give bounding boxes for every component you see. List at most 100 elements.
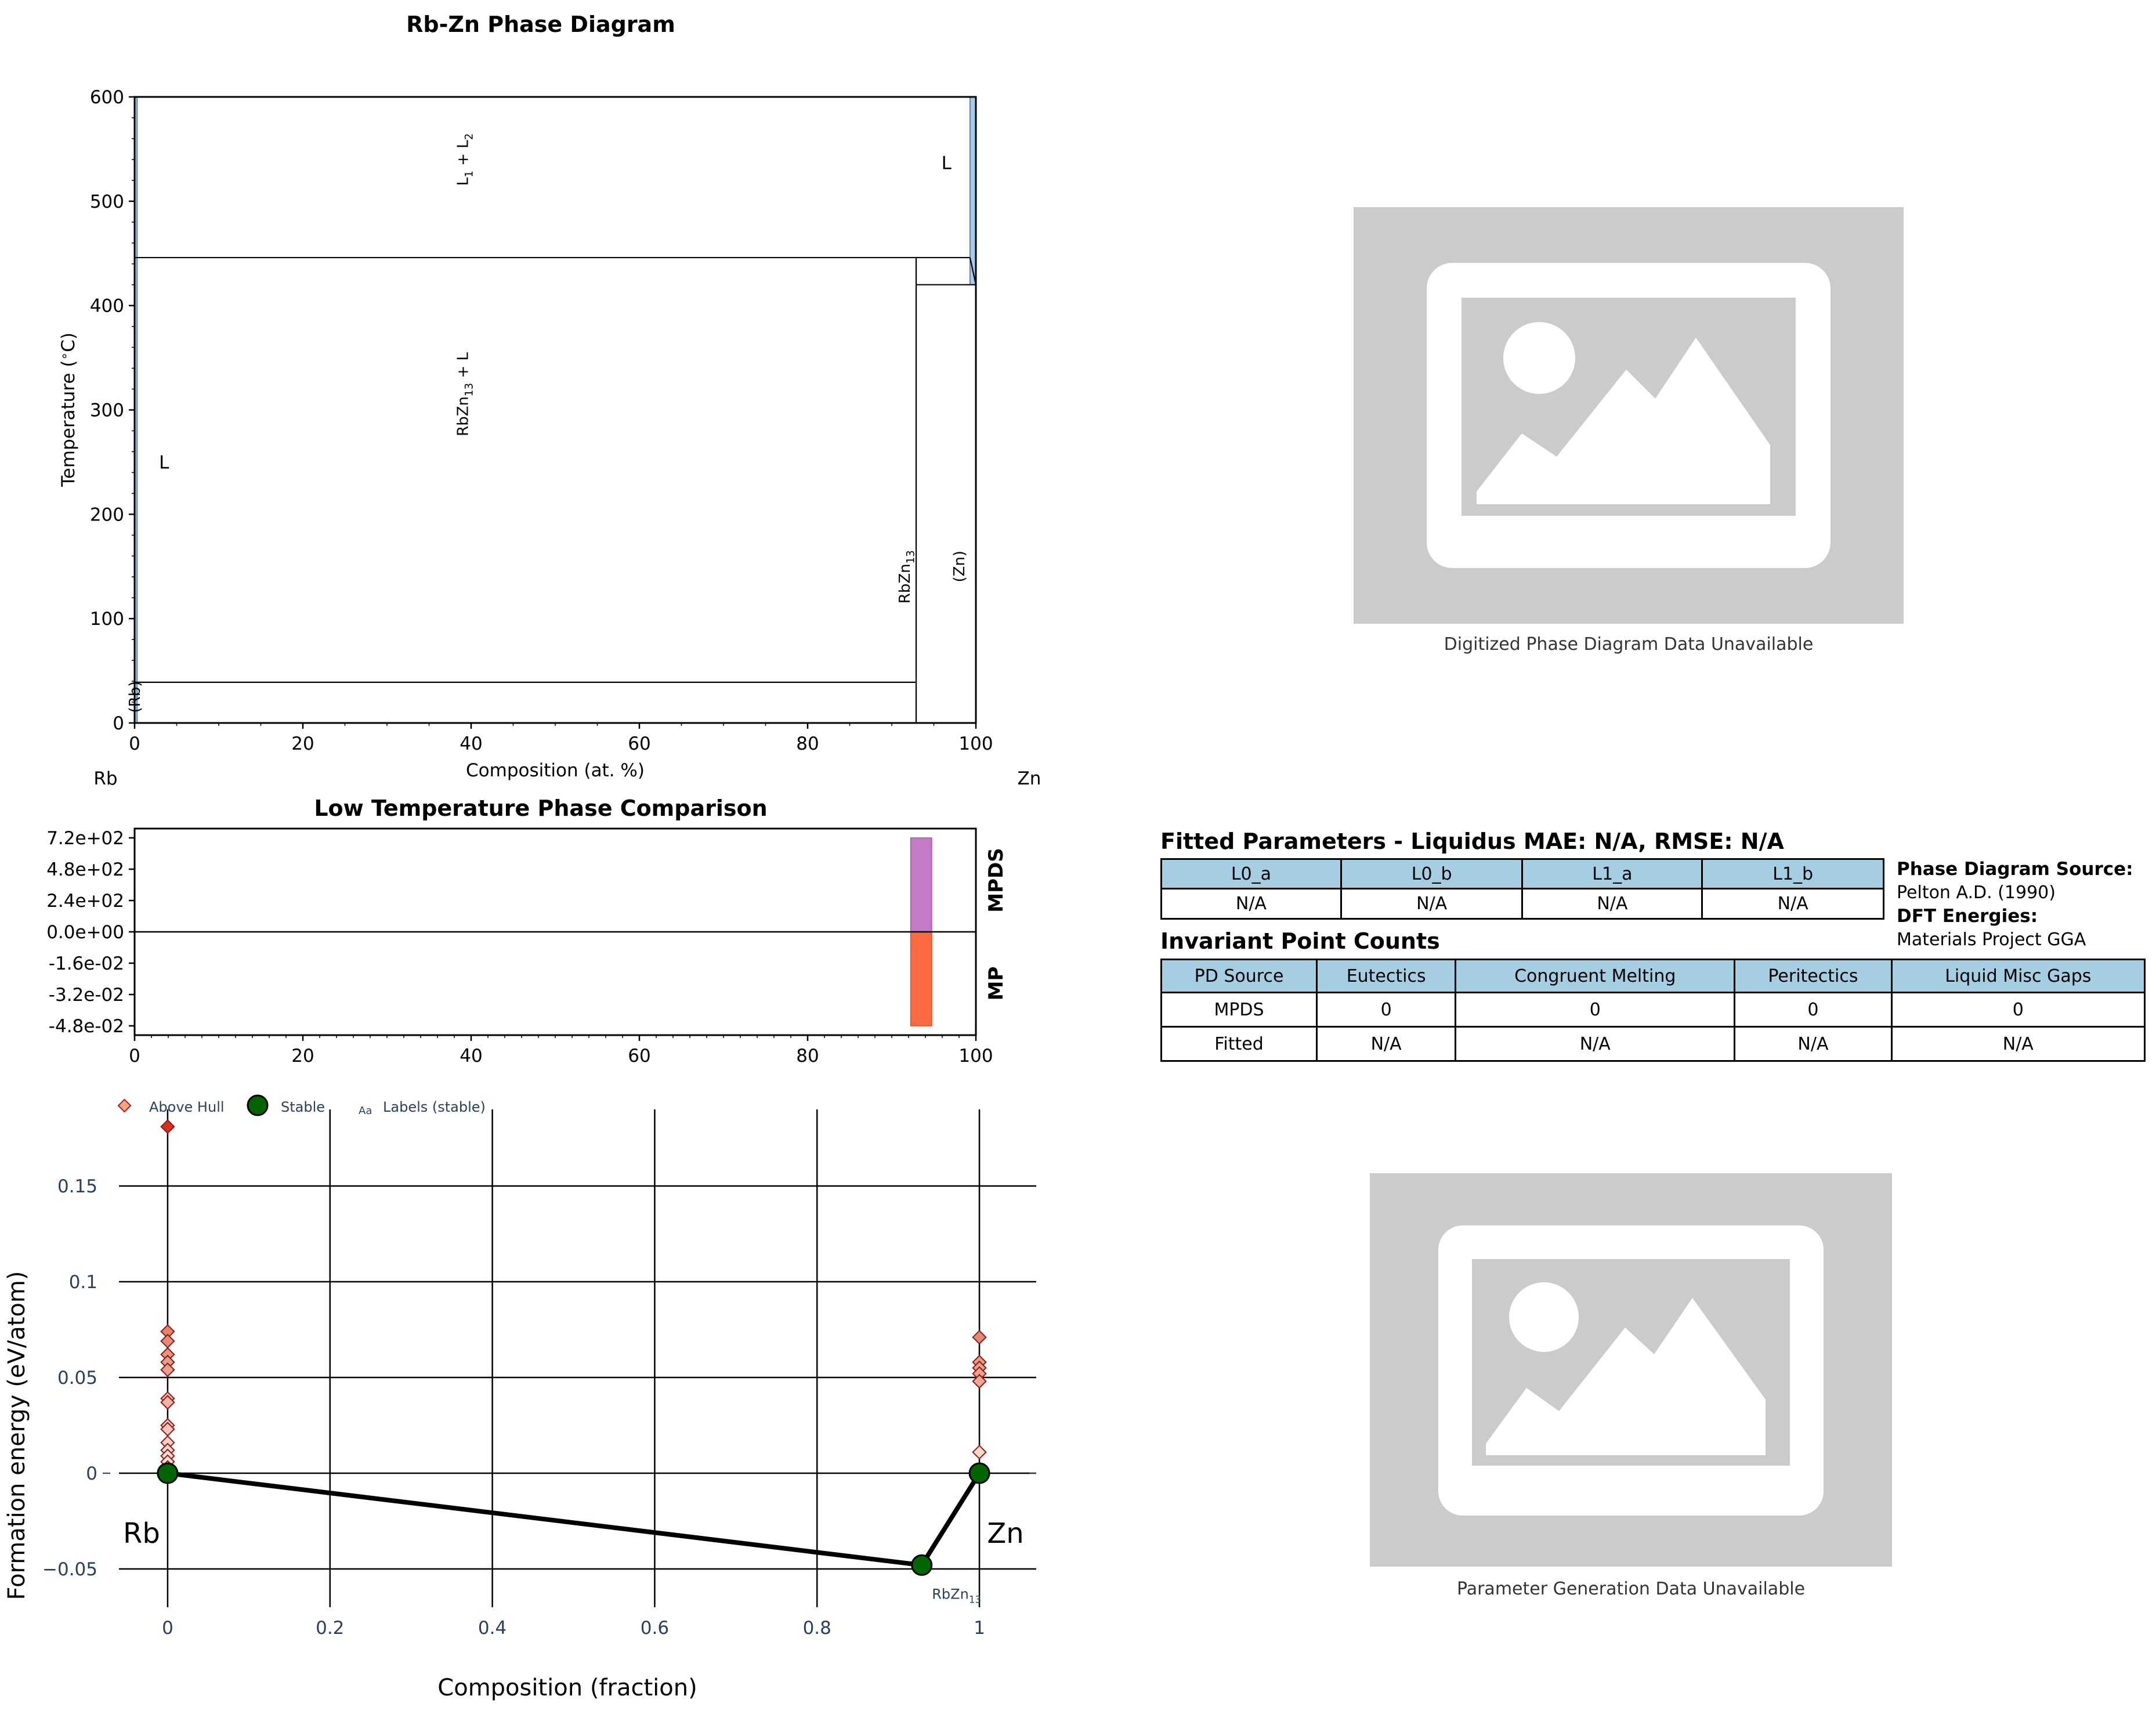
parameter-generation-placeholder: [1370, 1173, 1892, 1567]
image-placeholder-icon: [1427, 263, 1831, 568]
dft-energies-value: Materials Project GGA: [1897, 930, 2086, 950]
invariant-cell: N/A: [1316, 1026, 1457, 1062]
region-label: L: [159, 452, 169, 473]
y-tick-label: 0.05: [57, 1368, 97, 1388]
y-tick-label: 400: [90, 296, 124, 317]
dft-energies-label: DFT Energies:: [1897, 906, 2038, 927]
pd-source-label: Phase Diagram Source:: [1897, 859, 2133, 880]
invariant-header-cell: Eutectics: [1316, 959, 1457, 993]
invariant-cell: 0: [1890, 992, 2146, 1028]
above-hull-point[interactable]: [972, 1373, 987, 1389]
fitted-header-cell: L1_a: [1521, 858, 1703, 889]
y-tick-label: 0: [86, 1463, 97, 1484]
above-hull-point[interactable]: [160, 1333, 175, 1349]
fitted-value-cell: N/A: [1160, 888, 1342, 920]
x-tick-label: 0.4: [478, 1618, 507, 1639]
above-hull-point[interactable]: [972, 1444, 987, 1460]
invariant-title: Invariant Point Counts: [1160, 928, 1440, 954]
x-tick-label: 0: [162, 1618, 173, 1639]
fitted-header-cell: L1_b: [1701, 858, 1884, 889]
phase-diagram-title: Rb-Zn Phase Diagram: [406, 12, 675, 37]
formation-ylabel: Formation energy (eV/atom): [3, 1271, 30, 1600]
region-label: L: [942, 153, 952, 173]
stable-phase-label: Zn: [987, 1517, 1023, 1550]
comparison-title: Low Temperature Phase Comparison: [314, 795, 767, 821]
mpds-side-label: MPDS: [985, 848, 1008, 912]
x-tick-label: 20: [291, 1046, 314, 1066]
above-hull-point[interactable]: [972, 1329, 987, 1345]
invariant-row: Fitted N/A N/A N/A N/A: [1160, 1026, 2146, 1062]
stable-point[interactable]: [968, 1462, 990, 1484]
digitized-diagram-caption: Digitized Phase Diagram Data Unavailable: [1444, 634, 1814, 654]
invariant-header-cell: Liquid Misc Gaps: [1890, 959, 2146, 993]
formation-energy-chart: Rb RbZn13​ Zn 0 0.2 0.4 0.6 0.8 1 −0.05 0 0.05 0.1…: [3, 1094, 1036, 1701]
y-tick-label: 7.2e+02: [46, 828, 124, 849]
formation-legend[interactable]: Above Hull Stable Aa Labels (stable): [117, 1094, 486, 1117]
invariant-cell: 0: [1734, 992, 1893, 1028]
x-tick-label: 0.6: [641, 1618, 669, 1639]
x-tick-label: 1: [974, 1618, 985, 1639]
invariant-header-cell: PD Source: [1160, 959, 1318, 993]
phase-boundary: [969, 257, 977, 285]
x-tick-label: 100: [958, 733, 993, 754]
phase-diagram-chart: Rb-Zn Phase Diagram 0 20 40 60 80 100 0 100 200…: [57, 12, 1041, 789]
above-hull-point[interactable]: [160, 1362, 175, 1377]
fitted-header-cell: L0_a: [1160, 858, 1342, 889]
invariant-header-cell: Peritectics: [1734, 959, 1893, 993]
above-hull-point[interactable]: [160, 1395, 175, 1410]
legend-stable-label: Stable: [281, 1099, 325, 1115]
above-hull-point[interactable]: [160, 1324, 175, 1339]
above-hull-point[interactable]: [972, 1366, 987, 1382]
x-tick-label: 0.2: [316, 1618, 344, 1639]
x-tick-label: 40: [460, 733, 482, 754]
element-label-zn: Zn: [1018, 768, 1041, 789]
region-label: L1​ + L2​: [455, 133, 476, 186]
y-tick-label: 500: [90, 191, 124, 212]
fitted-value-cell: N/A: [1340, 888, 1524, 920]
legend-stable-marker: [247, 1094, 269, 1116]
above-hull-point[interactable]: [160, 1354, 175, 1370]
x-tick-label: 0: [129, 1046, 140, 1066]
invariant-cell: MPDS: [1160, 992, 1318, 1028]
region-label: RbZn13​: [896, 550, 917, 603]
fitted-value-cell: N/A: [1521, 888, 1703, 920]
above-hull-point[interactable]: [160, 1119, 175, 1134]
parameter-generation-caption: Parameter Generation Data Unavailable: [1456, 1579, 1806, 1599]
above-hull-point[interactable]: [160, 1347, 175, 1362]
region-label: (Zn): [951, 551, 968, 583]
y-tick-label: -3.2e-02: [49, 985, 124, 1006]
above-hull-point[interactable]: [160, 1435, 175, 1450]
phase-diagram-plot-frame: [133, 96, 977, 724]
legend-labels-icon: Aa: [359, 1105, 372, 1117]
x-tick-label: 40: [460, 1046, 482, 1066]
y-tick-label: 0: [113, 713, 124, 734]
y-tick-label: 600: [90, 87, 124, 108]
stable-point[interactable]: [157, 1462, 179, 1484]
invariant-cell: N/A: [1890, 1026, 2146, 1062]
mpds-bar: [910, 837, 932, 932]
y-tick-label: −0.05: [42, 1559, 97, 1580]
invariant-row: MPDS 0 0 0 0: [1160, 992, 2146, 1028]
y-tick-label: 300: [90, 400, 124, 421]
stable-point[interactable]: [911, 1554, 933, 1576]
pd-source-value: Pelton A.D. (1990): [1897, 883, 2056, 903]
phase-diagram-xlabel: Composition (at. %): [466, 760, 645, 781]
mp-side-label: MP: [985, 967, 1008, 1001]
y-tick-label: -1.6e-02: [49, 953, 124, 974]
liquid-region: [970, 96, 976, 285]
y-tick-label: 200: [90, 504, 124, 525]
above-hull-point[interactable]: [160, 1422, 175, 1437]
x-tick-label: 80: [796, 1046, 819, 1066]
legend-above-hull-marker: [117, 1098, 132, 1113]
invariant-cell: N/A: [1455, 1026, 1736, 1062]
fitted-header-cell: L0_b: [1340, 858, 1524, 889]
legend-above-hull-label: Above Hull: [149, 1099, 225, 1115]
x-tick-label: 60: [628, 1046, 650, 1066]
fitted-params-title: Fitted Parameters - Liquidus MAE: N/A, R…: [1160, 829, 1784, 854]
sources-info: Phase Diagram Source: Pelton A.D. (1990)…: [1897, 858, 2133, 952]
y-tick-label: 2.4e+02: [46, 891, 124, 912]
stable-phase-label: RbZn13​: [932, 1586, 981, 1605]
fitted-params-table: L0_a L0_b L1_a L1_b N/A N/A N/A N/A: [1160, 858, 1884, 920]
formation-xlabel: Composition (fraction): [437, 1675, 697, 1701]
invariant-header-cell: Congruent Melting: [1455, 959, 1736, 993]
